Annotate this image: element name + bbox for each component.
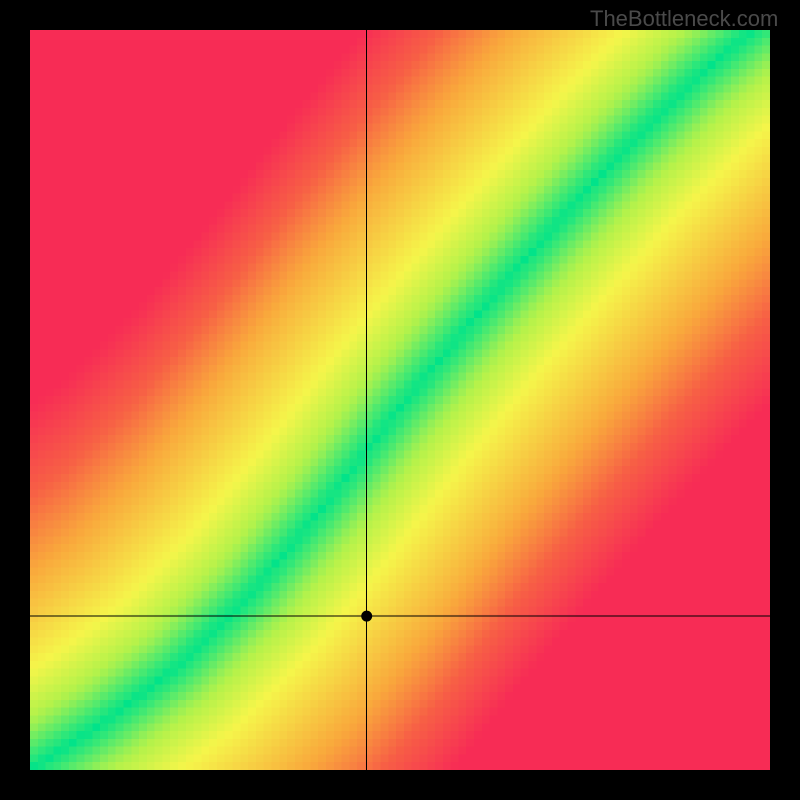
chart-container: TheBottleneck.com	[0, 0, 800, 800]
bottleneck-heatmap	[30, 30, 770, 770]
watermark-text: TheBottleneck.com	[590, 6, 778, 32]
